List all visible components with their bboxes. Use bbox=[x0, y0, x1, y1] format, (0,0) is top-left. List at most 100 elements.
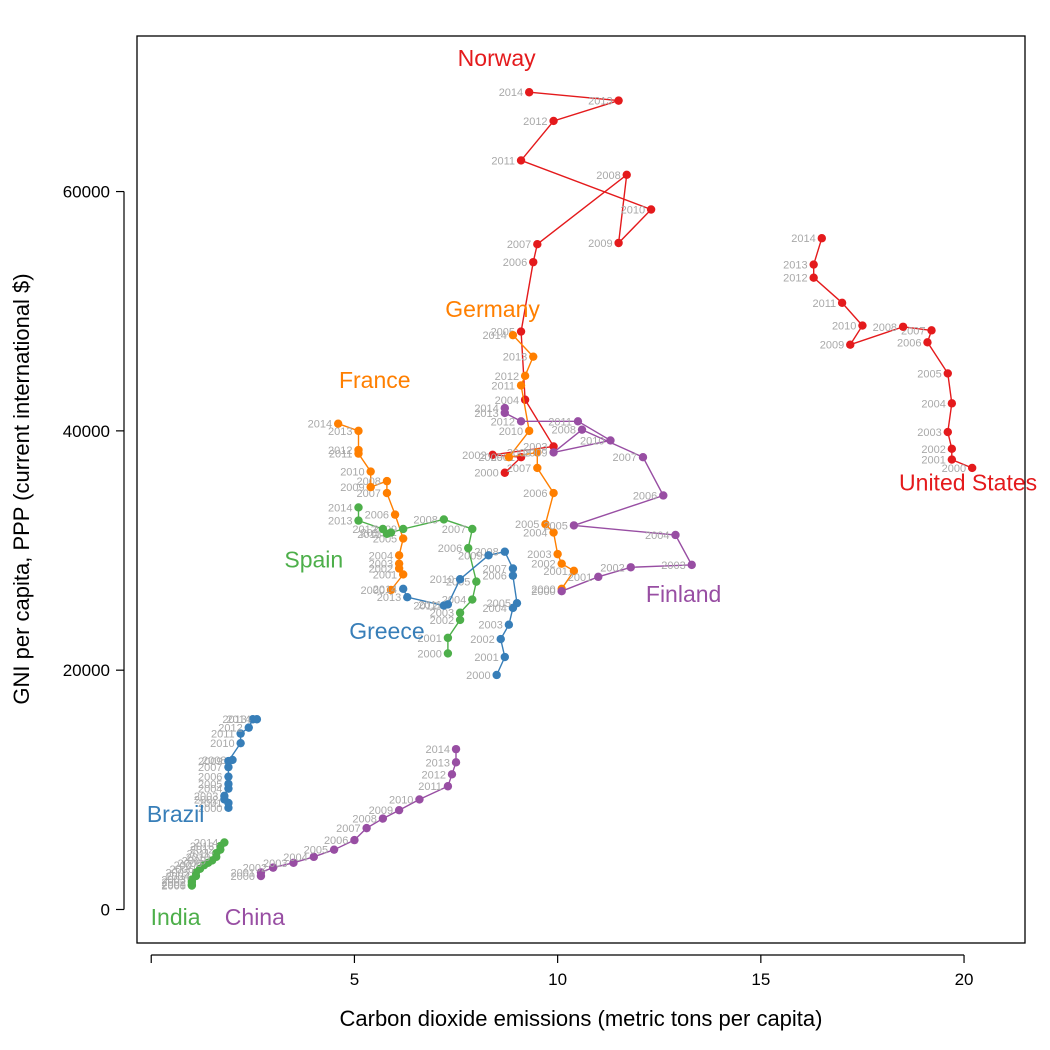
year-label: 2000 bbox=[230, 871, 254, 883]
data-point bbox=[594, 572, 603, 582]
year-label: 2014 bbox=[482, 330, 506, 342]
year-label: 2007 bbox=[356, 488, 380, 500]
data-point bbox=[529, 257, 538, 267]
year-label: 2012 bbox=[328, 445, 352, 457]
data-point bbox=[447, 770, 457, 779]
data-point bbox=[488, 450, 497, 459]
data-point bbox=[244, 723, 253, 732]
year-label: 2006 bbox=[198, 772, 222, 784]
data-point bbox=[809, 273, 818, 282]
year-label: 2002 bbox=[369, 563, 393, 575]
data-point bbox=[439, 601, 449, 610]
series-spain: 2000200120022003200420052006200720082009… bbox=[284, 502, 481, 660]
data-point bbox=[268, 863, 278, 872]
data-point bbox=[943, 369, 952, 378]
data-point bbox=[529, 352, 538, 361]
year-label: 2005 bbox=[543, 520, 567, 532]
data-point bbox=[390, 510, 400, 519]
year-label: 2013 bbox=[588, 96, 612, 108]
year-label: 2003 bbox=[430, 608, 454, 620]
year-label: 2006 bbox=[170, 864, 194, 876]
year-label: 2001 bbox=[543, 566, 567, 578]
year-label: 2010 bbox=[340, 467, 364, 479]
year-label: 2011 bbox=[548, 416, 572, 428]
x-axis: 5 10 15 20 bbox=[150, 954, 974, 989]
year-label: 2011 bbox=[491, 380, 515, 392]
year-label: 2001 bbox=[161, 879, 185, 891]
year-label: 2006 bbox=[523, 488, 547, 500]
year-label: 2006 bbox=[438, 543, 462, 555]
year-label: 2013 bbox=[328, 426, 352, 438]
data-point bbox=[398, 534, 408, 543]
year-label: 2014 bbox=[308, 419, 332, 431]
year-label: 2005 bbox=[165, 867, 189, 879]
data-point bbox=[224, 779, 233, 789]
x-tick-label: 20 bbox=[955, 970, 974, 989]
country-label-norway: Norway bbox=[458, 45, 536, 71]
year-label: 2010 bbox=[499, 426, 523, 438]
x-tick-label: 15 bbox=[751, 970, 770, 989]
year-label: 2004 bbox=[369, 550, 393, 562]
x-tick-label: 5 bbox=[350, 970, 359, 989]
year-label: 2013 bbox=[377, 592, 401, 604]
data-point bbox=[606, 436, 615, 445]
data-point bbox=[443, 633, 453, 643]
year-label: 2002 bbox=[600, 562, 624, 574]
data-point bbox=[569, 521, 579, 530]
data-point bbox=[577, 425, 587, 434]
year-label: 2013 bbox=[328, 516, 352, 528]
data-point bbox=[415, 795, 424, 804]
year-label: 2014 bbox=[328, 502, 352, 514]
year-label: 2004 bbox=[495, 395, 519, 407]
year-label: 2007 bbox=[442, 524, 466, 536]
data-point bbox=[569, 566, 579, 576]
year-label: 2003 bbox=[369, 559, 393, 571]
data-point bbox=[512, 598, 522, 608]
year-label: 2012 bbox=[218, 723, 242, 735]
data-point bbox=[484, 551, 493, 560]
data-point bbox=[549, 442, 558, 451]
year-label: 2004 bbox=[523, 528, 547, 540]
x-tick-label: 10 bbox=[548, 970, 567, 989]
year-label: 2005 bbox=[487, 598, 511, 610]
data-point bbox=[455, 615, 465, 625]
year-label: 2010 bbox=[621, 205, 645, 217]
data-point bbox=[549, 488, 558, 498]
year-label: 2005 bbox=[917, 368, 941, 380]
data-point bbox=[496, 634, 505, 644]
data-point bbox=[646, 205, 656, 214]
data-point bbox=[354, 503, 363, 512]
data-point bbox=[533, 448, 542, 457]
year-label: 2004 bbox=[165, 871, 189, 883]
data-point bbox=[289, 858, 298, 868]
data-point bbox=[455, 608, 465, 617]
year-label: 2014 bbox=[194, 837, 218, 849]
series-greece: 2000200120022003200420052006200720082009… bbox=[349, 547, 522, 682]
data-point bbox=[500, 403, 509, 413]
year-label: 2012 bbox=[413, 601, 437, 613]
year-label: 2001 bbox=[198, 798, 222, 810]
data-point bbox=[898, 322, 908, 331]
year-label: 2005 bbox=[198, 779, 222, 791]
data-point bbox=[947, 455, 957, 464]
year-label: 2008 bbox=[596, 170, 620, 182]
data-point bbox=[354, 516, 363, 525]
data-point bbox=[386, 585, 396, 595]
data-point bbox=[439, 515, 449, 524]
data-point bbox=[541, 520, 550, 529]
data-point bbox=[236, 729, 245, 738]
data-point bbox=[837, 298, 847, 308]
year-label: 2014 bbox=[226, 714, 250, 726]
data-point bbox=[638, 452, 648, 462]
year-label: 2011 bbox=[418, 599, 442, 611]
country-label-germany: Germany bbox=[445, 296, 540, 322]
year-label: 2010 bbox=[580, 435, 604, 447]
year-label: 2006 bbox=[482, 571, 506, 583]
data-point bbox=[533, 463, 542, 473]
year-label: 2008 bbox=[356, 476, 380, 488]
data-point bbox=[614, 96, 623, 105]
data-point bbox=[224, 756, 233, 766]
data-point bbox=[626, 563, 635, 572]
year-label: 2014 bbox=[373, 584, 397, 596]
year-label: 2002 bbox=[531, 559, 555, 571]
